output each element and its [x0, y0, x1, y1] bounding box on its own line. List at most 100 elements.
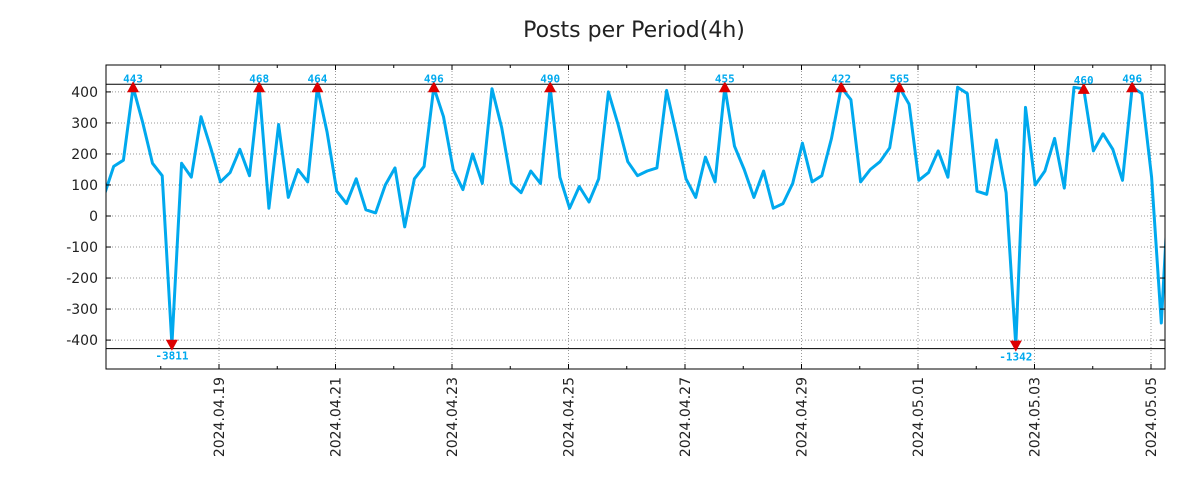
data-point	[889, 147, 891, 149]
data-point	[957, 86, 959, 88]
data-point	[928, 172, 929, 174]
max-label: 565	[889, 72, 909, 85]
data-point	[1171, 146, 1172, 147]
data-point	[675, 133, 677, 135]
x-tick-label: 2024.04.23	[445, 377, 461, 457]
data-point	[734, 145, 735, 147]
data-point	[268, 207, 270, 209]
data-point	[695, 196, 697, 198]
max-label: 460	[1074, 74, 1094, 87]
data-point	[763, 170, 765, 172]
data-point	[1063, 187, 1065, 189]
min-marker	[165, 339, 178, 351]
x-tick-label: 2024.04.27	[678, 377, 694, 457]
data-point	[704, 156, 706, 158]
data-point	[685, 178, 687, 180]
data-point	[598, 178, 600, 180]
data-point	[501, 127, 503, 129]
data-point	[637, 175, 638, 177]
peak-markers: 443 -3811 468 464 496 490 455 422 565 -1342 460 496	[123, 72, 1142, 363]
max-label: 490	[540, 72, 560, 85]
data-point	[394, 167, 396, 169]
data-point	[1073, 86, 1075, 88]
data-point	[122, 159, 124, 161]
data-point	[462, 189, 464, 191]
x-tick-label: 2024.04.29	[795, 377, 811, 457]
max-label: 422	[831, 72, 851, 85]
data-point	[918, 179, 920, 181]
data-point	[104, 195, 105, 196]
data-point	[821, 175, 823, 177]
min-label: -1342	[999, 351, 1032, 364]
x-tick-label: 2024.04.25	[562, 377, 578, 457]
data-point	[355, 178, 357, 180]
data-point	[413, 178, 415, 180]
data-point	[142, 122, 144, 124]
data-point	[1151, 176, 1153, 178]
data-point	[375, 212, 377, 214]
y-axis: 400 300 200 100 0 -100 -200 -300 -400	[66, 85, 1165, 349]
data-point	[569, 207, 571, 209]
data-point	[1122, 179, 1123, 181]
max-label: 455	[715, 72, 735, 85]
data-point	[656, 167, 658, 169]
max-label: 468	[249, 72, 269, 85]
data-point	[666, 89, 668, 91]
data-point	[200, 116, 202, 118]
data-point	[1025, 106, 1026, 108]
data-point	[384, 184, 386, 186]
data-point	[792, 182, 794, 184]
data-point	[1141, 92, 1143, 94]
data-point	[588, 201, 590, 203]
data-point	[307, 181, 309, 183]
data-point	[753, 196, 755, 198]
data-point	[811, 181, 813, 183]
data-point	[278, 123, 280, 125]
data-point	[772, 207, 774, 209]
data-point	[491, 88, 493, 90]
min-marker	[1009, 340, 1022, 352]
y-tick-label: -300	[66, 302, 98, 318]
data-point	[219, 181, 221, 183]
y-tick-label: 200	[71, 147, 98, 163]
data-point	[152, 162, 153, 164]
data-point	[1092, 150, 1094, 152]
data-point	[181, 162, 183, 164]
data-point	[986, 193, 988, 195]
y-tick-label: 100	[71, 178, 98, 194]
data-point	[879, 161, 881, 163]
data-point	[860, 181, 862, 183]
data-point	[481, 182, 483, 184]
x-tick-label: 2024.05.01	[911, 377, 927, 457]
data-point	[1034, 184, 1036, 186]
x-tick-label: 2024.05.03	[1028, 377, 1044, 457]
data-point	[1160, 322, 1162, 324]
max-marker	[127, 81, 140, 93]
data-point	[1005, 192, 1007, 194]
data-point	[559, 176, 561, 178]
data-point	[365, 209, 367, 211]
max-marker	[893, 81, 906, 93]
data-point	[336, 190, 338, 192]
max-label: 496	[1122, 72, 1142, 85]
y-tick-label: -200	[66, 271, 98, 287]
data-point	[443, 116, 444, 118]
min-label: -3811	[155, 350, 188, 363]
data-point	[113, 165, 115, 167]
data-point	[627, 161, 629, 163]
data-point	[607, 91, 609, 93]
data-point	[966, 92, 968, 94]
data-point	[714, 181, 716, 183]
data-point	[947, 176, 949, 178]
data-point	[937, 150, 939, 152]
data-point	[452, 168, 454, 170]
data-point	[1054, 137, 1056, 139]
data-point	[530, 170, 532, 172]
series-layer	[104, 85, 1172, 348]
clip-reference-lines	[106, 83, 1165, 350]
data-point	[346, 203, 347, 205]
y-tick-label: 400	[71, 85, 98, 101]
data-point	[1044, 170, 1046, 172]
data-point	[617, 123, 619, 125]
